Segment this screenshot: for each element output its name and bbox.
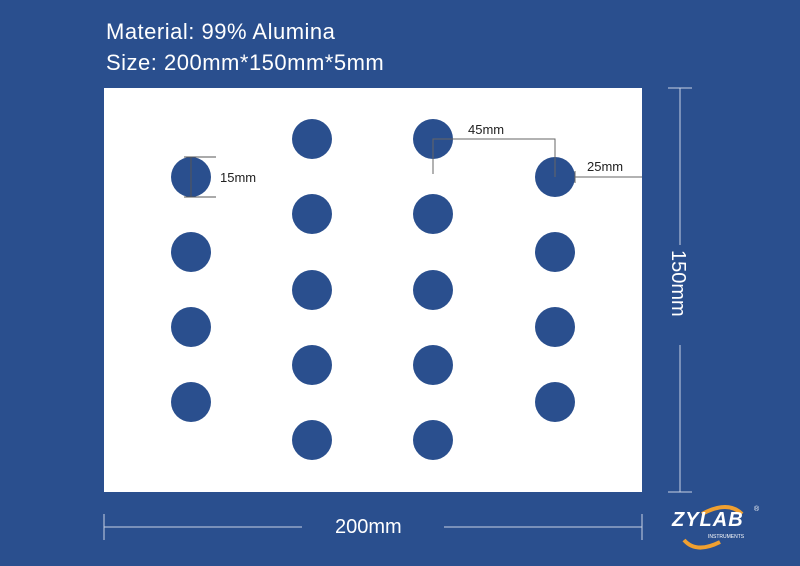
hole <box>292 119 332 159</box>
hole <box>535 232 575 272</box>
hole <box>535 382 575 422</box>
logo-swoosh-icon <box>682 505 744 550</box>
hole <box>171 307 211 347</box>
height-dimension <box>668 87 692 493</box>
logo-registered: ® <box>754 506 760 513</box>
alumina-plate <box>104 88 642 492</box>
hole <box>413 345 453 385</box>
column-spacing-dimension <box>432 138 556 177</box>
hole <box>413 270 453 310</box>
hole <box>413 420 453 460</box>
logo-subtitle: INSTRUMENTS <box>708 534 745 540</box>
zylab-logo: ZYLAB INSTRUMENTS ® <box>668 506 778 550</box>
hole <box>292 420 332 460</box>
hole <box>535 307 575 347</box>
width-label: 200mm <box>335 516 402 538</box>
hole <box>413 194 453 234</box>
logo-text: ZYLAB <box>672 509 744 531</box>
hole <box>171 232 211 272</box>
hole <box>171 382 211 422</box>
column-spacing-label: 45mm <box>468 122 504 137</box>
hole <box>292 194 332 234</box>
size-label: Size: 200mm*150mm*5mm <box>106 50 385 75</box>
material-label: Material: 99% Alumina <box>106 19 336 44</box>
width-dimension <box>103 514 643 540</box>
edge-margin-dimension <box>574 171 642 183</box>
hole-diameter-dimension <box>184 156 216 198</box>
hole-diameter-label: 15mm <box>220 170 256 185</box>
height-label: 150mm <box>667 250 689 317</box>
holes <box>171 119 575 460</box>
hole <box>292 345 332 385</box>
hole <box>292 270 332 310</box>
edge-margin-label: 25mm <box>587 159 623 174</box>
